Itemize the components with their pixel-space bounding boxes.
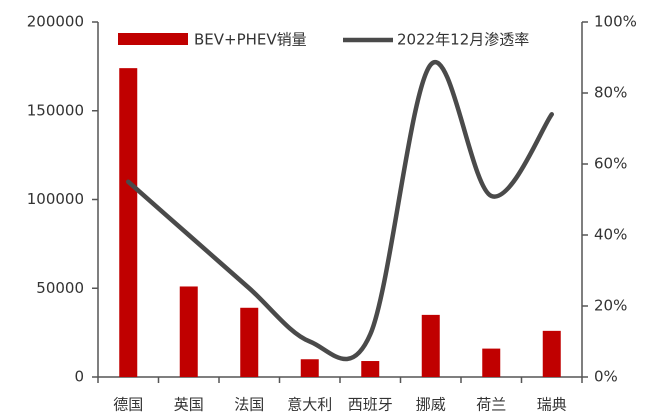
y-tick-label: 200000 [27,13,84,31]
x-tick-label: 德国 [113,396,143,414]
bar [240,307,259,377]
y2-tick-label: 60% [594,155,627,173]
legend-label: BEV+PHEV销量 [194,31,307,49]
y2-tick-label: 20% [594,297,627,315]
bar [179,286,198,377]
line [126,59,554,362]
bar [300,359,319,377]
legend-label: 2022年12月渗透率 [397,31,529,49]
y2-tick-label: 100% [594,13,637,31]
x-tick-label: 意大利 [287,396,332,414]
x-tick-label: 荷兰 [476,396,506,414]
x-tick-label: 西班牙 [348,396,393,414]
y-tick-label: 0 [74,368,84,386]
bar [119,68,138,378]
x-tick-label: 英国 [174,396,204,414]
bar [361,361,380,377]
x-tick-label: 挪威 [416,396,446,414]
bar [482,348,501,377]
bar [421,314,440,377]
y-tick-label: 100000 [27,190,84,208]
x-tick-label: 法国 [234,396,264,414]
y2-tick-label: 0% [594,368,618,386]
x-tick-label: 瑞典 [537,396,567,414]
bar [542,330,561,377]
y2-tick-label: 80% [594,84,627,102]
y2-tick-label: 40% [594,226,627,244]
legend-swatch [118,33,188,45]
y-tick-label: 50000 [36,279,84,297]
y-tick-label: 150000 [27,101,84,119]
